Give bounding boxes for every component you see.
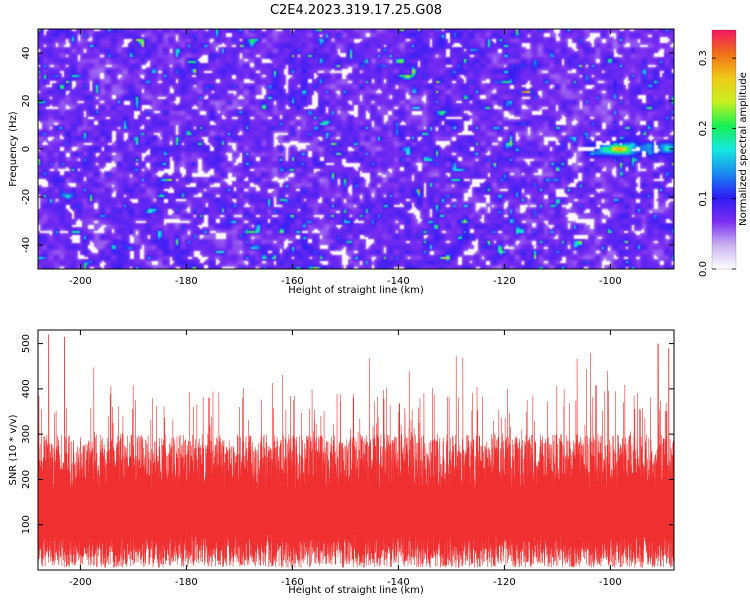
spectrogram-y-tick-label: 0 <box>21 146 32 152</box>
snr-trace <box>37 334 675 568</box>
figure-title: C2E4.2023.319.17.25.G08 <box>270 3 442 18</box>
spectrogram-y-tick-label: -20 <box>21 189 32 205</box>
spectrogram-y-tick-label: 40 <box>21 47 32 60</box>
colorbar-label: Normalized spectral amplitude <box>738 72 749 226</box>
spectrogram-y-tick-label: -40 <box>21 237 32 253</box>
colorbar: 0.0 0.1 0.2 0.3 Normalized spectral amplitu… <box>698 29 749 277</box>
spectrogram-x-tick-label: -120 <box>493 276 516 287</box>
spectrogram-y-tick-label: 20 <box>21 95 32 108</box>
spectrogram-x-axis-title: Height of straight line (km) <box>288 285 424 296</box>
spectrogram-x-tick-label: -160 <box>281 276 304 287</box>
snr-x-tick-label: -100 <box>599 577 622 588</box>
spectrogram-x-tick-label: -180 <box>175 276 198 287</box>
snr-y-ticks: 100 200 300 400 500 <box>21 334 674 534</box>
colorbar-gradient <box>712 30 736 269</box>
snr-x-ticks: -200 -180 -160 -140 -120 -100 <box>69 330 622 588</box>
colorbar-ticks: 0.0 0.1 0.2 0.3 <box>698 50 736 277</box>
snr-y-axis-title: SNR (10 * v/v) <box>8 414 19 485</box>
snr-x-tick-label: -140 <box>387 577 410 588</box>
snr-x-tick-label: -200 <box>69 577 92 588</box>
spectrogram-x-tick-label: -200 <box>69 276 92 287</box>
colorbar-tick-label: 0.0 <box>698 261 709 277</box>
snr-y-tick-label: 200 <box>21 470 32 489</box>
spectrogram-y-axis-title: Frequency (Hz) <box>8 111 19 187</box>
colorbar-frame <box>711 29 737 270</box>
spectrogram-x-tick-label: -140 <box>387 276 410 287</box>
snr-y-tick-label: 400 <box>21 379 32 398</box>
colorbar-tick-label: 0.2 <box>698 120 709 136</box>
snr-y-tick-label: 500 <box>21 334 32 353</box>
snr-x-tick-label: -160 <box>281 577 304 588</box>
snr-x-tick-label: -180 <box>175 577 198 588</box>
snr-x-axis-title: Height of straight line (km) <box>288 585 424 596</box>
snr-y-tick-label: 300 <box>21 425 32 444</box>
snr-y-tick-label: 100 <box>21 515 32 534</box>
snr-panel: -200 -180 -160 -140 -120 -100 100 200 300 400 500… <box>8 329 675 596</box>
spectrogram-image <box>38 29 674 269</box>
spectrogram-y-ticks: -40 -20 0 20 40 <box>21 47 674 253</box>
colorbar-tick-label: 0.3 <box>698 50 709 66</box>
spectrogram-x-ticks: -200 -180 -160 -140 -120 -100 <box>69 29 622 287</box>
spectrogram-x-tick-label: -100 <box>599 276 622 287</box>
snr-x-tick-label: -120 <box>493 577 516 588</box>
colorbar-tick-label: 0.1 <box>698 191 709 207</box>
snr-frame <box>37 329 675 571</box>
